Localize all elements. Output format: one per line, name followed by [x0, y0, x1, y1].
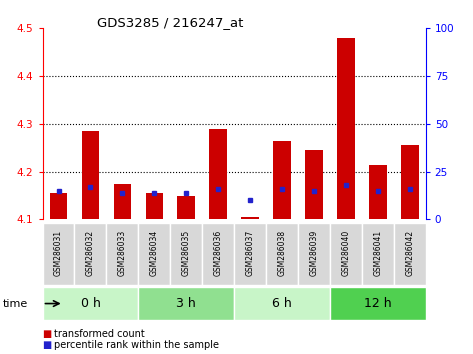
Bar [50, 193, 67, 219]
Bar [305, 150, 323, 219]
Bar [394, 223, 426, 285]
Text: GSM286035: GSM286035 [182, 230, 191, 276]
Text: GSM286042: GSM286042 [405, 230, 414, 276]
Text: GSM286032: GSM286032 [86, 230, 95, 276]
Bar [202, 223, 234, 285]
Text: GSM286034: GSM286034 [150, 230, 159, 276]
Bar [362, 223, 394, 285]
Bar [138, 223, 170, 285]
Text: ■: ■ [43, 340, 52, 350]
Bar [177, 195, 195, 219]
Text: GDS3285 / 216247_at: GDS3285 / 216247_at [97, 16, 244, 29]
Bar [43, 287, 138, 320]
Bar [401, 145, 419, 219]
Bar [266, 223, 298, 285]
Text: 3 h: 3 h [176, 297, 196, 310]
Bar [106, 223, 138, 285]
Text: GSM286031: GSM286031 [54, 230, 63, 276]
Bar [74, 223, 106, 285]
Text: GSM286033: GSM286033 [118, 230, 127, 276]
Text: 12 h: 12 h [364, 297, 392, 310]
Bar [234, 223, 266, 285]
Bar [298, 223, 330, 285]
Bar [337, 38, 355, 219]
Bar [273, 141, 291, 219]
Bar [114, 184, 131, 219]
Bar [234, 287, 330, 320]
Bar [330, 223, 362, 285]
Bar [170, 223, 202, 285]
Text: transformed count: transformed count [54, 329, 145, 339]
Text: 0 h: 0 h [80, 297, 100, 310]
Bar [369, 165, 386, 219]
Text: percentile rank within the sample: percentile rank within the sample [54, 340, 219, 350]
Bar [210, 129, 227, 219]
Bar [330, 287, 426, 320]
Text: GSM286036: GSM286036 [214, 230, 223, 276]
Text: time: time [2, 298, 27, 309]
Text: GSM286037: GSM286037 [245, 230, 254, 276]
Text: GSM286038: GSM286038 [278, 230, 287, 276]
Text: GSM286039: GSM286039 [309, 230, 318, 276]
Text: GSM286041: GSM286041 [373, 230, 382, 276]
Text: ■: ■ [43, 329, 52, 339]
Bar [241, 217, 259, 219]
Bar [43, 223, 74, 285]
Text: 6 h: 6 h [272, 297, 292, 310]
Bar [146, 193, 163, 219]
Bar [138, 287, 234, 320]
Bar [82, 131, 99, 219]
Text: GSM286040: GSM286040 [342, 230, 350, 276]
